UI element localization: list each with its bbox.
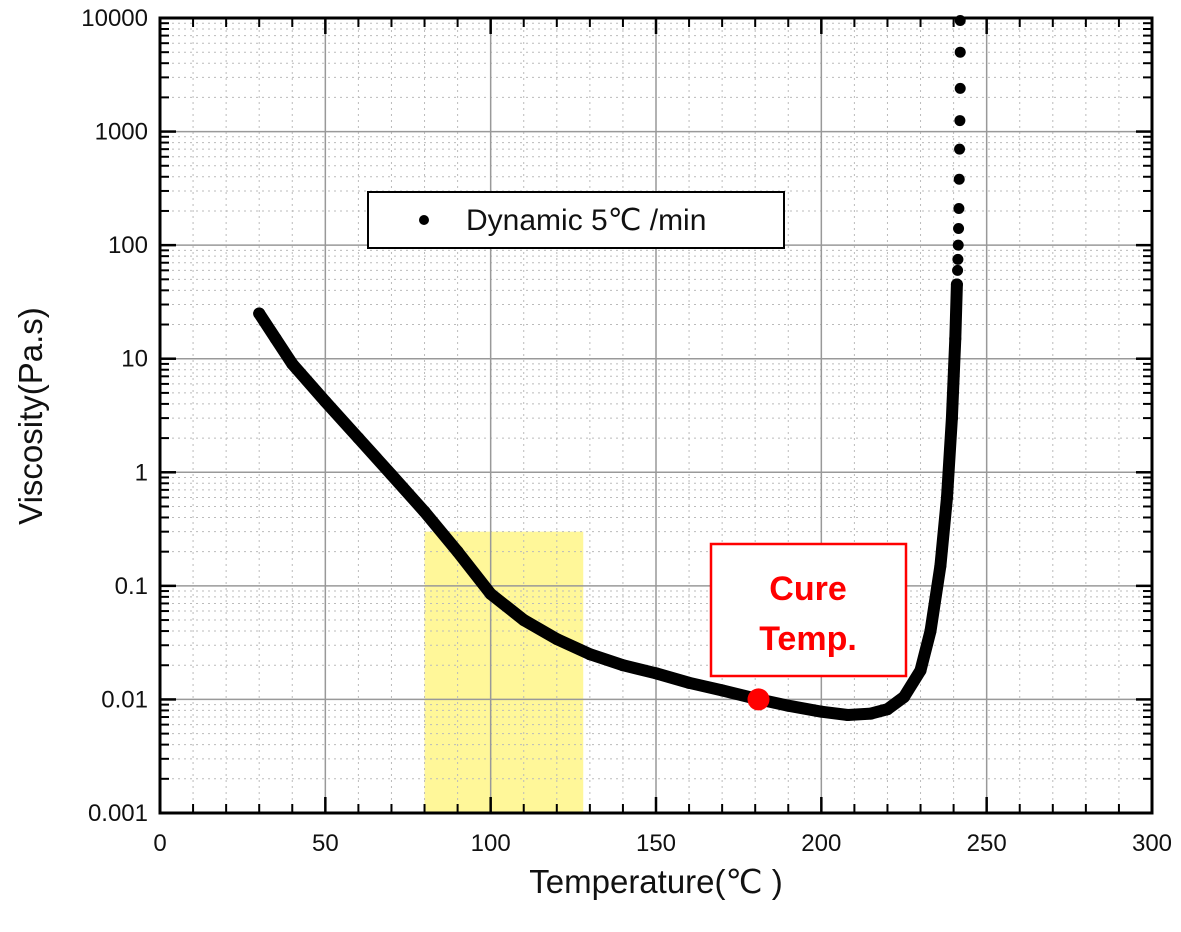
data-point bbox=[683, 676, 696, 689]
data-point bbox=[954, 46, 966, 58]
legend-label: Dynamic 5℃ /min bbox=[466, 204, 706, 237]
legend-box bbox=[367, 191, 785, 249]
data-point bbox=[484, 587, 497, 600]
data-point bbox=[815, 705, 828, 718]
y-tick-label: 0.01 bbox=[101, 686, 148, 713]
data-point bbox=[954, 82, 966, 94]
data-point bbox=[352, 432, 365, 445]
series-curve bbox=[253, 278, 963, 721]
data-point bbox=[924, 625, 937, 638]
data-point bbox=[418, 505, 431, 518]
data-point bbox=[953, 223, 965, 235]
data-point bbox=[517, 614, 530, 627]
data-point bbox=[616, 659, 629, 672]
data-point bbox=[954, 115, 966, 127]
data-point bbox=[953, 203, 965, 215]
plot-frame bbox=[158, 16, 1154, 815]
cure-temp-annotation: Cure Temp. bbox=[709, 542, 908, 678]
x-tick-label: 0 bbox=[153, 830, 166, 857]
data-point bbox=[949, 332, 962, 345]
x-tick-label: 100 bbox=[471, 830, 511, 857]
data-point bbox=[940, 491, 953, 504]
data-point bbox=[319, 395, 332, 408]
grid bbox=[159, 17, 1153, 814]
x-tick-label: 300 bbox=[1132, 830, 1172, 857]
data-point bbox=[269, 332, 282, 345]
data-point bbox=[953, 173, 965, 185]
data-point bbox=[934, 559, 947, 572]
cure-temp-marker bbox=[747, 688, 770, 711]
y-axis-label: Viscosity(Pa.s) bbox=[12, 307, 49, 525]
cure-temp-line-1: Cure bbox=[769, 570, 846, 608]
x-axis-label: Temperature(℃ ) bbox=[529, 863, 782, 900]
cure-temp-line-2: Temp. bbox=[759, 620, 857, 658]
highlight-region bbox=[424, 531, 584, 813]
data-series bbox=[253, 15, 966, 721]
y-tick-label: 1 bbox=[135, 459, 148, 486]
y-tick-label: 0.1 bbox=[115, 573, 148, 600]
x-tick-label: 50 bbox=[312, 830, 339, 857]
data-point bbox=[864, 707, 877, 720]
x-tick-label: 250 bbox=[967, 830, 1007, 857]
x-tick-label: 200 bbox=[801, 830, 841, 857]
data-point bbox=[950, 278, 963, 291]
data-point bbox=[385, 468, 398, 481]
highlight-rect bbox=[424, 531, 584, 813]
data-point bbox=[945, 412, 958, 425]
y-tick-label: 1000 bbox=[95, 119, 148, 146]
y-tick-label: 0.001 bbox=[88, 800, 148, 827]
data-point bbox=[881, 703, 894, 716]
y-tick-label: 10 bbox=[121, 346, 148, 373]
y-tick-label: 10000 bbox=[81, 5, 148, 32]
data-point bbox=[451, 545, 464, 558]
data-point bbox=[914, 664, 927, 677]
data-point bbox=[550, 633, 563, 646]
data-point bbox=[841, 708, 854, 721]
cure-temp-box bbox=[709, 542, 908, 678]
data-point bbox=[716, 684, 729, 697]
data-point bbox=[253, 307, 266, 320]
data-point bbox=[583, 648, 596, 661]
legend-marker bbox=[419, 215, 429, 225]
data-point bbox=[898, 691, 910, 704]
data-point bbox=[782, 699, 795, 712]
y-tick-label: 100 bbox=[108, 232, 148, 259]
x-tick-label: 150 bbox=[636, 830, 676, 857]
cure-temp-point bbox=[747, 688, 770, 711]
data-point bbox=[954, 143, 966, 155]
data-point bbox=[952, 253, 964, 265]
data-point bbox=[650, 667, 662, 680]
legend: Dynamic 5℃ /min bbox=[367, 191, 785, 249]
data-point bbox=[952, 264, 964, 276]
data-point bbox=[952, 239, 964, 251]
data-point bbox=[286, 357, 299, 370]
